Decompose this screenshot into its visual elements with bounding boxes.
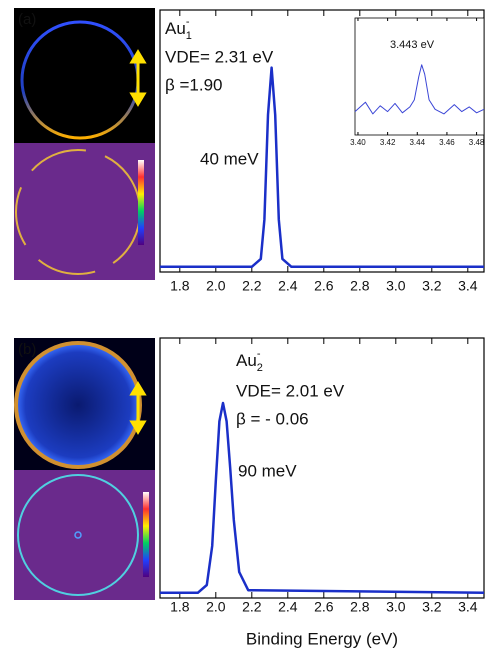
x-tick-label: 2.4	[278, 599, 298, 615]
annotation: 90 meV	[238, 461, 297, 480]
annotation: VDE= 2.31 eV	[165, 47, 274, 66]
species-base: Au	[236, 351, 257, 370]
polarization-arrow	[129, 49, 147, 107]
x-tick-label: 3.40	[350, 138, 366, 147]
species-label: Au2 -	[236, 348, 263, 374]
x-tick-label: 2.2	[242, 278, 262, 294]
spectrum-line	[160, 66, 484, 269]
plot-frame	[354, 17, 485, 136]
x-axis-title: Binding Energy (eV)	[246, 629, 398, 648]
species-sup: -	[186, 16, 190, 28]
colorbar	[138, 160, 144, 245]
image-bottom	[14, 470, 155, 600]
ring	[14, 341, 142, 469]
annotation: 40 meV	[200, 149, 259, 168]
x-tick-label: 2.4	[278, 278, 298, 294]
x-tick-label: 3.2	[422, 278, 442, 294]
species-sup: -	[257, 348, 261, 360]
x-tick-label: 3.4	[458, 599, 478, 615]
species-label: Au1 -	[165, 16, 192, 42]
x-tick-label: 3.0	[386, 599, 406, 615]
spectrum-line	[354, 64, 485, 115]
center-dot	[74, 531, 82, 539]
ring	[17, 474, 139, 596]
x-tick-label: 3.46	[439, 138, 455, 147]
x-tick-label: 3.44	[409, 138, 425, 147]
plot-frame	[159, 337, 485, 599]
x-tick-label: 2.0	[206, 599, 226, 615]
x-tick-label: 2.6	[314, 278, 334, 294]
x-tick-label: 2.8	[350, 278, 370, 294]
x-tick-label: 2.2	[242, 599, 262, 615]
x-tick-label: 2.6	[314, 599, 334, 615]
x-tick-label: 3.42	[380, 138, 396, 147]
x-tick-label: 3.0	[386, 278, 406, 294]
species-sub: 1	[186, 30, 192, 42]
annotation: VDE= 2.01 eV	[236, 381, 345, 400]
x-tick-label: 3.48	[469, 138, 485, 147]
x-tick-label: 2.8	[350, 599, 370, 615]
panel-label: (b)	[18, 341, 36, 358]
spectrum-line	[160, 401, 485, 595]
x-tick-label: 1.8	[170, 278, 190, 294]
annotation: 3.443 eV	[390, 39, 435, 51]
annotation: β = - 0.06	[236, 409, 309, 428]
image-top	[14, 8, 155, 143]
species-sub: 2	[257, 362, 263, 374]
colorbar	[143, 492, 149, 577]
polarization-arrow	[129, 381, 147, 435]
annotation: β =1.90	[165, 75, 223, 94]
image-bottom	[14, 143, 155, 280]
x-tick-label: 3.2	[422, 599, 442, 615]
x-tick-label: 2.0	[206, 278, 226, 294]
panel-label: (a)	[18, 11, 36, 28]
x-tick-label: 3.4	[458, 278, 478, 294]
x-tick-label: 1.8	[170, 599, 190, 615]
species-base: Au	[165, 19, 186, 38]
